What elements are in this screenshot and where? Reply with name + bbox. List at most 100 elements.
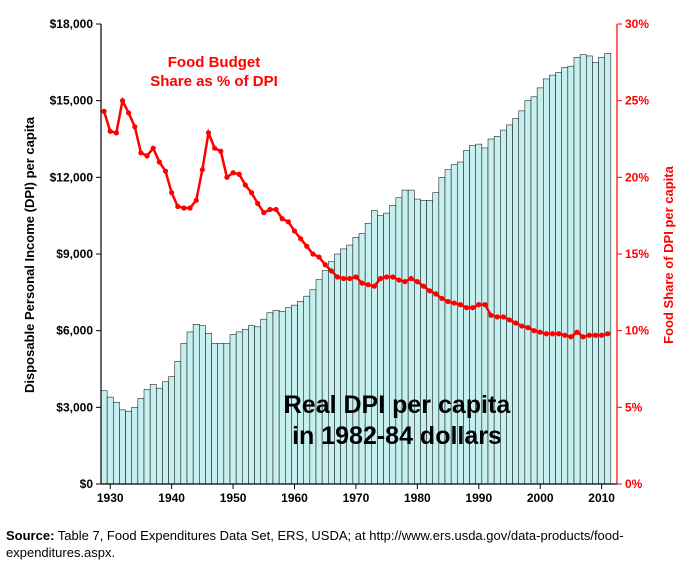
line-point-1951: [236, 171, 242, 177]
bar-1963: [309, 289, 317, 485]
line-point-1988: [463, 305, 470, 311]
line-point-2010: [599, 332, 605, 338]
line-point-1937: [150, 145, 156, 151]
bar-1940: [168, 376, 175, 485]
line-point-1987: [457, 302, 463, 308]
line-point-1943: [187, 205, 193, 211]
line-point-1970: [353, 274, 359, 280]
line-point-1962: [304, 243, 310, 249]
line-point-1995: [506, 317, 513, 323]
x-tick-label: 1970: [343, 491, 370, 505]
bar-annotation-1: Real DPI per capita: [284, 391, 512, 419]
source-text: Table 7, Food Expenditures Data Set, ERS…: [6, 528, 624, 560]
source-note: Source: Table 7, Food Expenditures Data …: [6, 527, 696, 561]
bar-1995: [506, 124, 513, 485]
bar-2006: [573, 56, 581, 485]
line-point-1994: [500, 314, 506, 320]
x-tick-label: 1960: [281, 491, 308, 505]
x-tick-label: 1990: [465, 491, 492, 505]
line-point-1958: [279, 216, 285, 222]
x-tick-label: 2010: [588, 491, 615, 505]
bars-layer: [100, 53, 612, 485]
bar-2008: [586, 55, 593, 485]
source-label: Source:: [6, 528, 55, 543]
line-point-1978: [402, 279, 408, 285]
line-point-1984: [439, 295, 445, 302]
bar-1950: [229, 334, 237, 485]
line-point-2008: [586, 332, 592, 338]
line-point-2007: [580, 334, 586, 340]
bar-1936: [143, 389, 151, 485]
line-layer: [101, 96, 611, 340]
line-point-2001: [543, 331, 549, 337]
line-point-1944: [193, 197, 199, 203]
line-point-1979: [408, 275, 414, 282]
bar-2001: [543, 78, 550, 485]
line-point-1946: [205, 130, 212, 136]
line-point-1947: [212, 145, 218, 151]
line-point-2009: [592, 332, 599, 338]
line-point-1971: [359, 280, 365, 286]
line-point-1956: [267, 206, 273, 213]
bar-1941: [174, 361, 182, 485]
bar-1966: [328, 261, 335, 485]
bar-1943: [186, 331, 194, 485]
line-point-2003: [556, 331, 562, 337]
x-tick-label: 1950: [220, 491, 247, 505]
line-point-1998: [525, 325, 531, 331]
axes-layer: $0 $3,000 $6,000 $9,000 $12,000 $15,000 $18,00…: [50, 17, 650, 505]
line-point-1935: [138, 150, 144, 156]
bar-1934: [131, 407, 139, 485]
bar-1933: [125, 410, 132, 485]
line-point-1957: [273, 206, 279, 213]
bar-2003: [555, 72, 562, 485]
line-point-1936: [144, 153, 150, 159]
chart-svg: $0 $3,000 $6,000 $9,000 $12,000 $15,000 $18,00…: [22, 17, 676, 505]
line-annotation-1: Food Budget: [168, 54, 260, 71]
line-point-1969: [347, 275, 353, 282]
bar-1929: [100, 390, 108, 485]
line-point-2004: [562, 332, 568, 338]
bar-1964: [315, 279, 323, 485]
line-point-1940: [169, 190, 175, 196]
line-point-1954: [255, 200, 261, 206]
line-point-1934: [132, 124, 138, 130]
line-point-1991: [482, 302, 488, 308]
line-point-1942: [181, 205, 187, 211]
bar-1935: [137, 398, 145, 485]
line-point-1973: [371, 283, 377, 289]
line-point-1989: [470, 305, 476, 311]
line-point-1975: [384, 274, 390, 280]
line-point-1990: [476, 302, 482, 308]
right-tick-label: 20%: [625, 170, 649, 184]
line-point-1977: [396, 277, 402, 283]
line-point-1955: [261, 210, 267, 216]
line-point-1993: [494, 314, 500, 320]
line-point-1933: [126, 110, 132, 116]
line-point-1932: [119, 98, 126, 104]
line-point-1953: [248, 190, 255, 196]
bar-1946: [205, 332, 212, 485]
bar-1948: [217, 343, 225, 485]
right-tick-label: 0%: [625, 477, 643, 491]
line-point-1948: [218, 148, 224, 154]
bar-1930: [106, 396, 114, 485]
bar-2000: [536, 87, 544, 485]
bar-2004: [561, 67, 569, 485]
line-point-1959: [285, 219, 291, 225]
line-point-1966: [328, 268, 334, 274]
bar-1996: [512, 118, 519, 485]
line-point-1941: [175, 203, 181, 210]
bar-annotation-2: in 1982-84 dollars: [292, 422, 502, 450]
x-tick-label: 2000: [527, 491, 554, 505]
left-tick-label: $18,000: [50, 17, 94, 31]
line-point-1968: [341, 275, 347, 282]
right-tick-label: 5%: [625, 400, 643, 414]
right-tick-label: 25%: [625, 94, 649, 108]
bar-1945: [199, 325, 206, 485]
left-tick-label: $15,000: [50, 94, 94, 108]
line-point-1929: [101, 108, 107, 114]
x-tick-label: 1940: [158, 491, 185, 505]
bar-1942: [180, 343, 188, 485]
line-point-1949: [224, 174, 230, 180]
